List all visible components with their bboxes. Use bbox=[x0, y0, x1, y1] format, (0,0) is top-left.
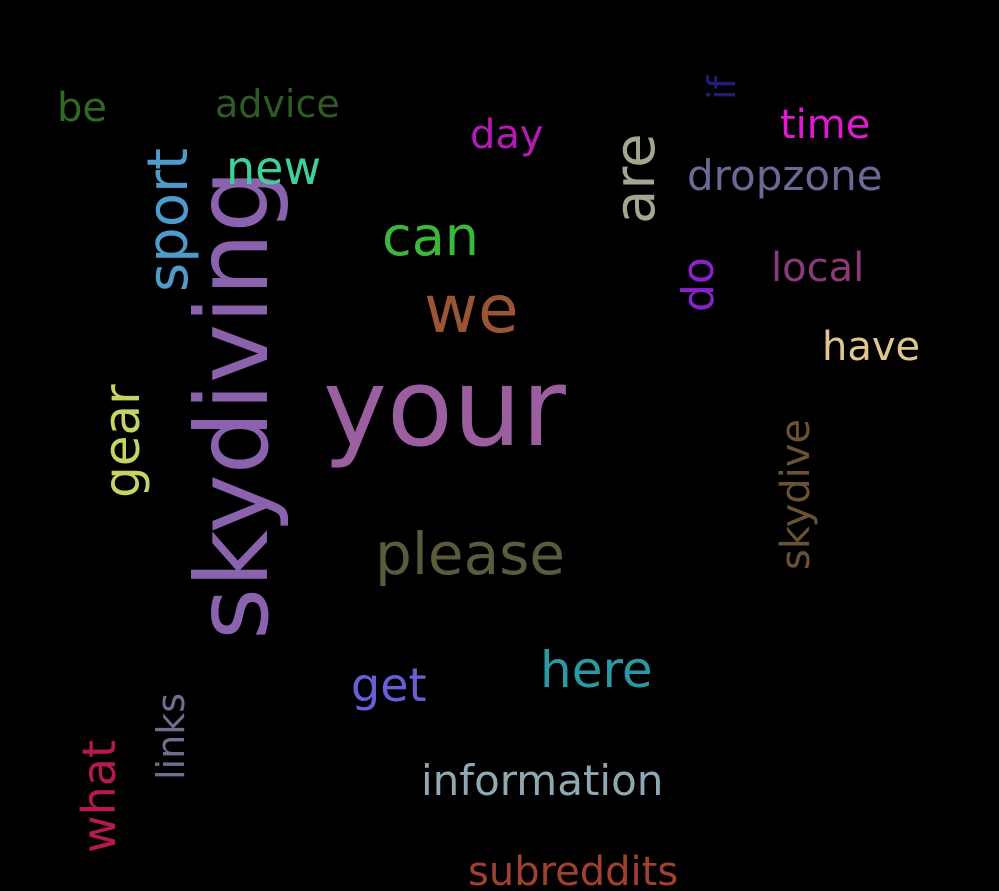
word-skydive: skydive bbox=[773, 418, 819, 570]
word-please: please bbox=[375, 520, 566, 588]
word-your: your bbox=[323, 346, 566, 471]
word-time: time bbox=[780, 102, 871, 148]
word-if: if bbox=[700, 76, 744, 100]
word-here: here bbox=[540, 641, 653, 699]
word-dropzone: dropzone bbox=[687, 151, 883, 200]
word-local: local bbox=[771, 245, 865, 291]
word-are: are bbox=[603, 133, 668, 224]
word-gear: gear bbox=[93, 384, 151, 498]
word-can: can bbox=[382, 205, 480, 268]
word-have: have bbox=[822, 324, 921, 370]
word-advice: advice bbox=[215, 82, 340, 126]
word-do: do bbox=[673, 257, 724, 312]
word-subreddits: subreddits bbox=[468, 849, 679, 891]
word-what: what bbox=[72, 739, 126, 853]
word-links: links bbox=[149, 692, 193, 780]
word-sport: sport bbox=[136, 148, 201, 292]
word-information: information bbox=[421, 756, 664, 805]
word-be: be bbox=[57, 85, 107, 131]
word-new: new bbox=[226, 141, 322, 195]
word-we: we bbox=[424, 271, 519, 348]
word-day: day bbox=[470, 112, 544, 158]
word-get: get bbox=[351, 658, 427, 712]
